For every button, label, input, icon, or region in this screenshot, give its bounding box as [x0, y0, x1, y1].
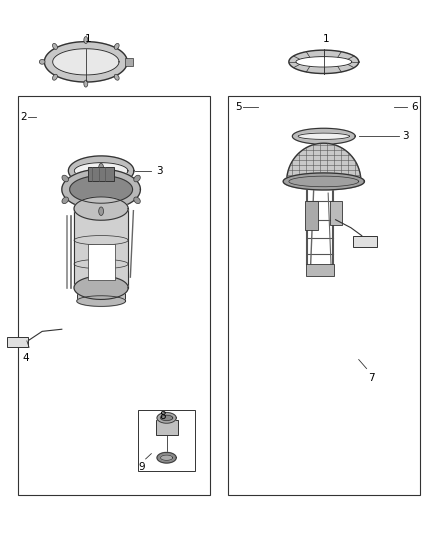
- Text: 7: 7: [367, 373, 374, 383]
- Polygon shape: [70, 175, 133, 203]
- Polygon shape: [157, 453, 176, 463]
- Ellipse shape: [114, 44, 119, 50]
- Polygon shape: [74, 276, 128, 300]
- Ellipse shape: [134, 197, 140, 204]
- Bar: [353, 236, 377, 247]
- Text: 3: 3: [155, 166, 162, 176]
- Bar: [306, 264, 335, 276]
- Text: 2: 2: [20, 111, 27, 122]
- Bar: [125, 58, 133, 66]
- Ellipse shape: [99, 164, 103, 172]
- Bar: [88, 244, 115, 280]
- Bar: [138, 410, 195, 471]
- Polygon shape: [74, 163, 128, 179]
- Text: 3: 3: [403, 131, 409, 141]
- Polygon shape: [74, 197, 128, 220]
- Bar: [305, 201, 318, 230]
- Polygon shape: [160, 455, 173, 461]
- Bar: [155, 420, 177, 435]
- Ellipse shape: [53, 74, 57, 80]
- Ellipse shape: [84, 37, 88, 44]
- Text: 9: 9: [138, 462, 145, 472]
- Ellipse shape: [62, 197, 68, 204]
- Bar: [228, 96, 420, 495]
- Polygon shape: [77, 296, 125, 306]
- Polygon shape: [298, 133, 350, 140]
- Bar: [88, 166, 114, 181]
- Text: 1: 1: [85, 34, 92, 44]
- Text: 4: 4: [23, 353, 29, 362]
- Polygon shape: [53, 49, 119, 75]
- Ellipse shape: [62, 175, 68, 182]
- Ellipse shape: [53, 44, 57, 50]
- Polygon shape: [74, 208, 128, 288]
- Text: 6: 6: [411, 102, 418, 112]
- Ellipse shape: [114, 74, 119, 80]
- Polygon shape: [289, 50, 359, 74]
- Polygon shape: [157, 413, 176, 423]
- Polygon shape: [44, 42, 127, 82]
- Polygon shape: [160, 415, 173, 421]
- Polygon shape: [287, 143, 361, 181]
- Polygon shape: [292, 128, 355, 144]
- Bar: [18, 96, 210, 495]
- Text: 5: 5: [235, 102, 241, 112]
- Bar: [7, 337, 28, 348]
- Ellipse shape: [39, 60, 45, 64]
- Polygon shape: [296, 56, 352, 67]
- Ellipse shape: [84, 80, 88, 87]
- Polygon shape: [68, 156, 134, 185]
- Ellipse shape: [99, 207, 103, 215]
- Ellipse shape: [134, 175, 140, 182]
- Ellipse shape: [127, 60, 132, 64]
- Polygon shape: [283, 173, 364, 190]
- Bar: [330, 201, 342, 225]
- Bar: [77, 288, 125, 301]
- Polygon shape: [62, 169, 141, 209]
- Text: 8: 8: [159, 411, 166, 422]
- Text: 1: 1: [323, 34, 329, 44]
